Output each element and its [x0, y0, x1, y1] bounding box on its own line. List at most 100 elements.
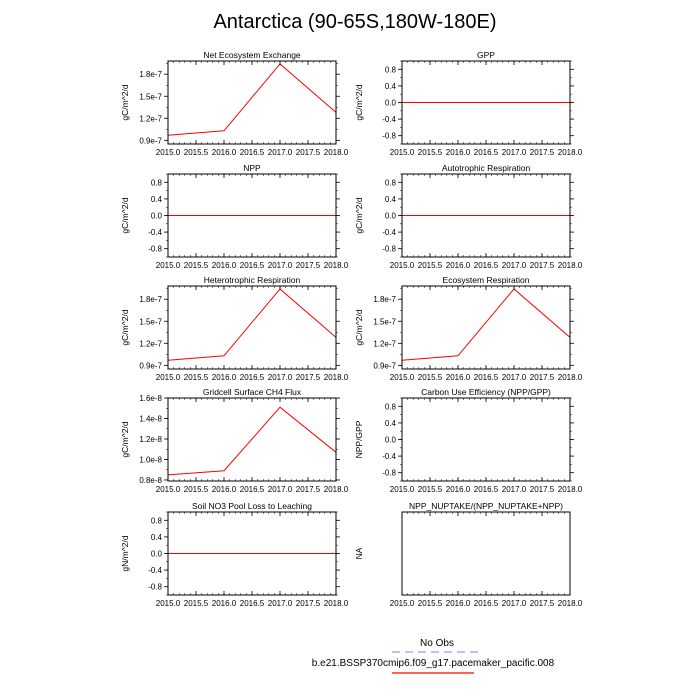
y-tick-label: -0.4: [382, 452, 396, 461]
panel-title: NPP_NUPTAKE/(NPP_NUPTAKE+NPP): [409, 501, 563, 511]
legend: No Obs b.e21.BSSP370cmip6.f09_g17.pacemak…: [312, 638, 555, 674]
x-tick-label: 2015.5: [418, 485, 443, 494]
x-tick-label: 2015.0: [390, 261, 415, 270]
y-axis-label: gN/m^2/d: [120, 535, 130, 571]
x-tick-label: 2016.5: [240, 373, 265, 382]
x-tick-label: 2017.5: [530, 599, 555, 608]
x-tick-label: 2016.5: [240, 148, 265, 157]
y-tick-label: 0.0: [385, 436, 397, 445]
y-tick-label: 1.2e-7: [139, 339, 162, 348]
x-tick-label: 2018.0: [324, 373, 349, 382]
y-tick-label: 1.0e-8: [139, 455, 162, 464]
x-tick-label: 2015.0: [156, 148, 181, 157]
y-axis-label: NA: [354, 547, 364, 559]
y-tick-label: 1.8e-7: [139, 295, 162, 304]
plot-frame: [167, 285, 337, 370]
x-tick-label: 2017.5: [296, 373, 321, 382]
x-tick-label: 2015.5: [418, 373, 443, 382]
y-axis-label: gC/m^2/d: [354, 197, 364, 233]
y-tick-label: 1.2e-7: [139, 114, 162, 123]
x-tick-label: 2015.0: [156, 485, 181, 494]
panel-title: Gridcell Surface CH4 Flux: [203, 387, 302, 397]
x-tick-label: 2017.0: [268, 599, 293, 608]
panel-8: Carbon Use Efficiency (NPP/GPP)2015.0 201…: [354, 387, 583, 494]
y-axis-label: gC/m^2/d: [120, 309, 130, 345]
y-tick-label: -0.4: [382, 228, 396, 237]
panel-10: NPP_NUPTAKE/(NPP_NUPTAKE+NPP) 2015.0 2015.…: [354, 501, 583, 608]
y-tick-label: 0.8e-8: [139, 476, 162, 485]
y-tick-label: -0.8: [148, 583, 162, 592]
x-tick-label: 2015.0: [156, 261, 181, 270]
x-tick-label: 2015.0: [390, 148, 415, 157]
x-tick-label: 2018.0: [558, 261, 583, 270]
panel-2: GPP 2015.0 2015.5 2016.0 2016.5 2017.0 2017.5 2…: [354, 50, 583, 157]
y-tick-label: 0.8: [385, 65, 397, 74]
x-tick-label: 2015.5: [184, 373, 209, 382]
panel-title: NPP: [243, 163, 261, 173]
x-tick-label: 2017.0: [502, 148, 527, 157]
panel-6: Ecosystem Respiration 2015.0 2015.5 2016.0 2…: [354, 275, 583, 382]
y-tick-label: -0.8: [382, 469, 396, 478]
y-tick-label: 0.9e-7: [139, 136, 162, 145]
x-tick-label: 2016.5: [474, 485, 499, 494]
x-tick-label: 2018.0: [558, 148, 583, 157]
y-tick-label: -0.8: [382, 245, 396, 254]
y-axis-label: NPP/GPP: [354, 420, 364, 458]
x-tick-label: 2018.0: [324, 261, 349, 270]
y-tick-label: 0.4: [151, 533, 163, 542]
y-tick-label: 1.5e-7: [139, 92, 162, 101]
y-tick-label: 0.9e-7: [373, 361, 396, 370]
panel-1: Net Ecosystem Exchange 2015.0 2015.5 2016.0…: [120, 50, 349, 157]
y-tick-label: -0.4: [148, 228, 162, 237]
panel-title: Heterotrophic Respiration: [204, 275, 301, 285]
y-tick-label: 0.0: [151, 550, 163, 559]
x-tick-label: 2017.5: [296, 599, 321, 608]
y-axis-label: gC/m^2/d: [120, 84, 130, 120]
x-tick-label: 2018.0: [324, 599, 349, 608]
x-tick-label: 2017.0: [268, 148, 293, 157]
series-line: [167, 406, 337, 476]
y-tick-label: -0.8: [148, 245, 162, 254]
y-tick-label: 0.4: [151, 195, 163, 204]
panel-title: Net Ecosystem Exchange: [203, 50, 301, 60]
x-tick-label: 2016.0: [446, 485, 471, 494]
x-tick-label: 2016.0: [446, 373, 471, 382]
y-tick-label: 0.8: [385, 178, 397, 187]
x-tick-label: 2016.0: [212, 485, 237, 494]
panel-title: Autotrophic Respiration: [442, 163, 531, 173]
legend-label-model: b.e21.BSSP370cmip6.f09_g17.pacemaker_pac…: [312, 658, 555, 669]
y-tick-label: 0.4: [385, 195, 397, 204]
series-line: [401, 288, 571, 361]
y-axis-label: gC/m^2/d: [120, 421, 130, 457]
x-tick-label: 2015.0: [390, 373, 415, 382]
x-tick-label: 2017.0: [502, 261, 527, 270]
panel-9: Soil NO3 Pool Loss to Leaching 2015.0 2015…: [120, 501, 349, 608]
y-tick-label: 0.0: [151, 212, 163, 221]
x-tick-label: 2016.0: [212, 373, 237, 382]
x-tick-label: 2015.0: [156, 599, 181, 608]
y-tick-label: 1.5e-7: [139, 317, 162, 326]
plot-frame: [401, 397, 571, 482]
x-tick-label: 2017.5: [530, 148, 555, 157]
x-tick-label: 2016.5: [240, 261, 265, 270]
y-tick-label: 0.0: [385, 99, 397, 108]
x-tick-label: 2017.0: [268, 485, 293, 494]
x-tick-label: 2016.0: [212, 148, 237, 157]
x-tick-label: 2017.0: [502, 373, 527, 382]
x-tick-label: 2017.5: [530, 373, 555, 382]
x-tick-label: 2015.0: [390, 485, 415, 494]
x-tick-label: 2017.5: [530, 261, 555, 270]
series-line: [167, 63, 337, 136]
panel-title: GPP: [477, 50, 495, 60]
y-tick-label: 0.8: [151, 516, 163, 525]
y-axis-label: gC/m^2/d: [120, 197, 130, 233]
figure-title: Antarctica (90-65S,180W-180E): [213, 11, 496, 33]
x-tick-label: 2015.5: [418, 148, 443, 157]
panel-title: Ecosystem Respiration: [443, 275, 530, 285]
y-tick-label: 1.8e-7: [373, 295, 396, 304]
x-tick-label: 2016.0: [212, 261, 237, 270]
series-line: [167, 288, 337, 361]
